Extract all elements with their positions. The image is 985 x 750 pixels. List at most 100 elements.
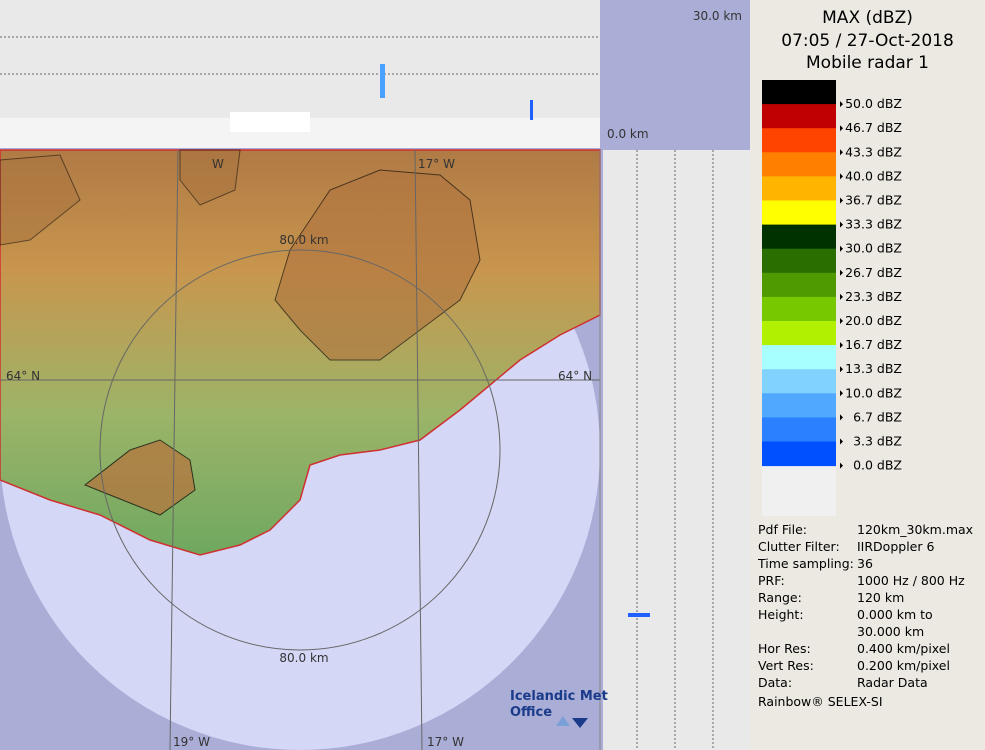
info-key: Height: (758, 607, 804, 622)
logo-icon (556, 716, 570, 726)
radar-map: 30.0 km 0.0 km 80.0 km 80.0 km 64° N 64°… (0, 0, 750, 750)
level-marker (840, 293, 843, 300)
echo (530, 100, 533, 120)
longitude-line (414, 149, 423, 750)
level-label: 33.3 dBZ (845, 217, 902, 232)
level-label: 20.0 dBZ (845, 313, 902, 328)
level-label: 16.7 dBZ (845, 337, 902, 352)
color-swatch (762, 248, 836, 274)
legend-radar: Mobile radar 1 (806, 53, 929, 73)
info-key: Vert Res: (758, 658, 814, 673)
level-label: 43.3 dBZ (845, 144, 902, 159)
lat-label: 64° N (6, 369, 40, 383)
height-label: 30.0 km (693, 9, 742, 23)
info-value: IIRDoppler 6 (857, 539, 935, 554)
info-value: 1000 Hz / 800 Hz (857, 573, 965, 588)
side-view-top (0, 0, 600, 118)
legend-datetime: 07:05 / 27-Oct-2018 (781, 31, 954, 51)
color-swatch (762, 224, 836, 250)
no-data-swatch (762, 466, 836, 516)
ring-label: 80.0 km (279, 651, 328, 665)
info-value: 120 km (857, 590, 905, 605)
level-marker (840, 245, 843, 252)
color-swatch (762, 441, 836, 467)
color-swatch (762, 152, 836, 177)
level-label: 3.3 dBZ (853, 434, 902, 449)
glacier (84, 439, 196, 516)
level-label: 40.0 dBZ (845, 168, 902, 183)
legend-title: MAX (dBZ) (822, 8, 913, 28)
color-swatch (762, 345, 836, 370)
lat-label: 64° N (558, 369, 592, 383)
glacier (274, 169, 481, 361)
level-marker (840, 318, 843, 324)
glacier (179, 149, 241, 206)
level-marker (840, 390, 843, 397)
lon-label: 17° W (427, 735, 464, 749)
info-value: 120km_30km.max (857, 522, 974, 537)
level-marker (840, 173, 843, 180)
info-key: PRF: (758, 573, 785, 588)
info-key: Data: (758, 675, 793, 690)
info-value: 0.000 km to (857, 607, 933, 622)
level-marker (840, 414, 843, 421)
color-swatch (762, 176, 836, 201)
info-footer: Rainbow® SELEX-SI (758, 694, 883, 709)
color-swatch (762, 296, 836, 322)
level-marker (840, 269, 843, 276)
lon-label: W (212, 157, 224, 171)
level-label: 13.3 dBZ (845, 361, 902, 376)
level-label: 46.7 dBZ (845, 120, 902, 135)
logo-text: Office (510, 705, 552, 720)
level-marker (840, 342, 843, 349)
level-marker (840, 149, 843, 156)
lon-label: 17° W (418, 157, 455, 171)
info-key: Range: (758, 590, 802, 605)
ring-label: 80.0 km (279, 233, 328, 247)
info-value: 0.200 km/pixel (857, 658, 950, 673)
height-label: 0.0 km (607, 127, 649, 141)
level-label: 23.3 dBZ (845, 289, 902, 304)
level-marker (840, 101, 843, 108)
level-label: 0.0 dBZ (853, 458, 902, 473)
level-marker (840, 197, 843, 204)
info-value: Radar Data (857, 675, 928, 690)
color-swatch (762, 104, 836, 129)
level-marker (840, 438, 843, 445)
lon-label: 19° W (173, 735, 210, 749)
level-label: 6.7 dBZ (853, 409, 902, 424)
legend-panel: MAX (dBZ) 07:05 / 27-Oct-2018 Mobile rad… (750, 0, 985, 750)
info-value: 0.400 km/pixel (857, 641, 950, 656)
level-marker (840, 462, 843, 469)
info-key: Time sampling: (758, 556, 854, 571)
echo (230, 112, 310, 132)
level-label: 10.0 dBZ (845, 385, 902, 400)
level-marker (840, 221, 843, 228)
color-swatch (762, 393, 836, 418)
level-label: 50.0 dBZ (845, 96, 902, 111)
color-swatch (762, 321, 836, 346)
glacier (0, 154, 81, 246)
echo (628, 613, 650, 617)
color-swatch (762, 272, 836, 298)
color-swatch (762, 80, 836, 105)
side-view-right (603, 150, 750, 750)
info-key: Pdf File: (758, 522, 807, 537)
info-value: 36 (857, 556, 873, 571)
color-swatch (762, 200, 836, 226)
logo-icon (572, 718, 588, 728)
info-key: Clutter Filter: (758, 539, 840, 554)
color-scale: 50.0 dBZ 46.7 dBZ 43.3 dBZ 40.0 dBZ 36.7 dBZ… (762, 80, 902, 516)
longitude-line (169, 149, 179, 750)
color-swatch (762, 128, 836, 153)
info-value: 30.000 km (857, 624, 925, 639)
info-key: Hor Res: (758, 641, 811, 656)
level-label: 36.7 dBZ (845, 193, 902, 208)
level-label: 30.0 dBZ (845, 241, 902, 256)
echo (380, 64, 385, 98)
range-ring (99, 249, 501, 651)
level-marker (840, 125, 843, 132)
level-marker (840, 366, 843, 373)
logo-text: Icelandic Met (510, 689, 608, 704)
